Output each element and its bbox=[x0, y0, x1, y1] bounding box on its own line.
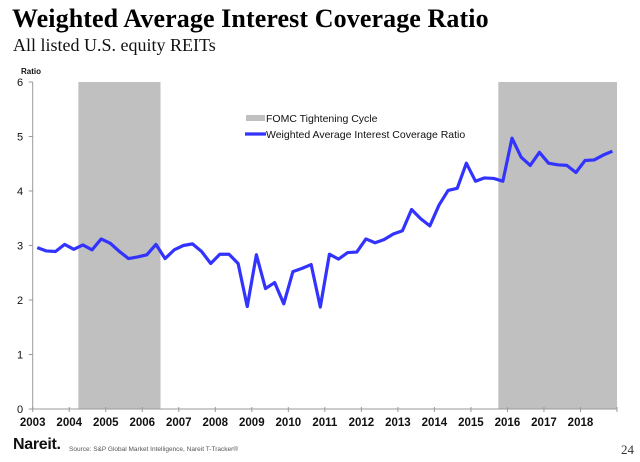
x-tick-label: 2010 bbox=[276, 417, 302, 429]
x-tick-label: 2003 bbox=[20, 417, 46, 429]
shaded-periods bbox=[78, 82, 617, 409]
fomc-tightening-period-0 bbox=[78, 82, 161, 409]
slide-subtitle: All listed U.S. equity REITs bbox=[13, 35, 216, 55]
legend-swatch-fomc bbox=[246, 115, 265, 121]
x-tick-label: 2017 bbox=[531, 417, 557, 429]
y-tick-label: 0 bbox=[17, 404, 23, 416]
y-tick-label: 5 bbox=[17, 132, 23, 144]
x-tick-label: 2016 bbox=[495, 417, 521, 429]
x-tick-label: 2008 bbox=[202, 417, 228, 429]
y-tick-label: 6 bbox=[17, 77, 23, 89]
x-tick-label: 2012 bbox=[349, 417, 375, 429]
fomc-tightening-period-1 bbox=[498, 82, 617, 409]
y-tick-label: 2 bbox=[17, 295, 23, 307]
series-line-interest-coverage-ratio bbox=[36, 136, 614, 309]
x-tick-label: 2018 bbox=[568, 417, 594, 429]
x-tick-label: 2011 bbox=[312, 417, 338, 429]
y-axis-title: Ratio bbox=[21, 67, 41, 76]
x-tick-label: 2004 bbox=[56, 417, 82, 429]
x-tick-label: 2009 bbox=[239, 417, 265, 429]
legend: FOMC Tightening Cycle Weighted Average In… bbox=[245, 113, 465, 141]
nareit-logo: Nareit. bbox=[13, 436, 61, 453]
x-tick-label: 2007 bbox=[166, 417, 192, 429]
legend-label: FOMC Tightening Cycle bbox=[266, 113, 378, 125]
legend-label: Weighted Average Interest Coverage Ratio bbox=[266, 129, 465, 141]
x-tick-label: 2005 bbox=[93, 417, 119, 429]
x-tick-label: 2015 bbox=[458, 417, 484, 429]
page-number: 24 bbox=[621, 442, 634, 457]
y-tick-label: 3 bbox=[17, 241, 23, 253]
x-tick-label: 2006 bbox=[129, 417, 155, 429]
x-tick-label: 2013 bbox=[385, 417, 411, 429]
y-tick-label: 4 bbox=[17, 186, 23, 198]
y-tick-label: 1 bbox=[17, 350, 23, 362]
slide-title: Weighted Average Interest Coverage Ratio bbox=[12, 4, 489, 33]
source-note: Source: S&P Global Market Intelligence, … bbox=[69, 446, 239, 453]
axes: 0 1 2 3 4 5 6 2003 2004 2005 2006 2007 2008 2009 2010 2… bbox=[17, 77, 618, 429]
series-layer bbox=[36, 136, 614, 309]
x-tick-label: 2014 bbox=[422, 417, 448, 429]
